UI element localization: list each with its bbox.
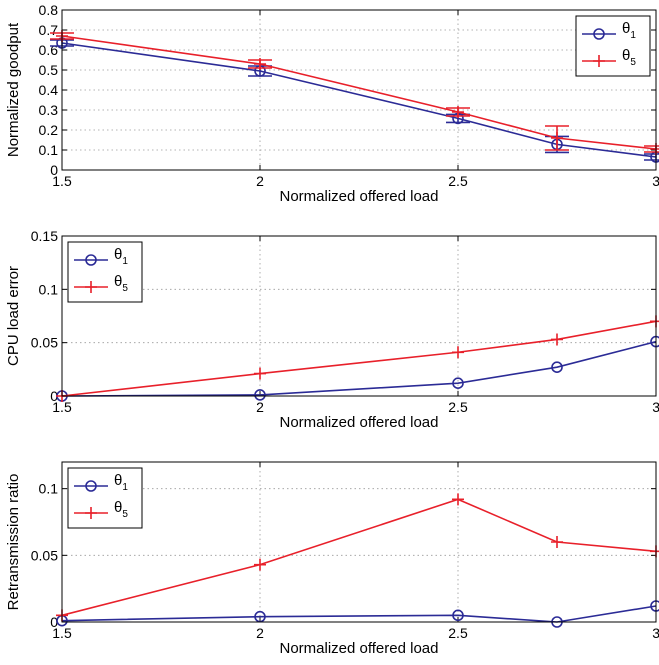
legend-box	[575, 15, 651, 77]
data-point	[254, 367, 266, 380]
legend-symbol: θ	[622, 47, 630, 64]
plot-area	[62, 236, 656, 396]
data-point	[254, 389, 266, 401]
y-tick-label: 0.6	[39, 42, 59, 58]
axes-frame	[61, 9, 657, 171]
x-tick-label: 2	[256, 399, 264, 415]
y-axis-label: CPU load error	[5, 266, 22, 366]
legend-subscript: 5	[630, 57, 636, 68]
legend-marker	[85, 281, 97, 293]
x-tick-label: 3	[652, 625, 659, 641]
chart-panel-2: 1.5 2 2.5 3 0 0.05 0.1 0.15 Normalized offered l…	[5, 228, 659, 431]
legend-subscript: 5	[122, 509, 128, 520]
legend-subscript: 1	[630, 30, 636, 41]
y-tick-label: 0.1	[39, 142, 59, 158]
legend-label-2: θ5	[622, 47, 636, 68]
legend-symbol: θ	[114, 246, 122, 263]
legend-box	[67, 467, 143, 529]
legend-marker	[85, 480, 97, 492]
data-point	[551, 361, 563, 374]
x-tick-label: 2	[256, 625, 264, 641]
plot-area	[62, 462, 656, 622]
data-point	[254, 58, 266, 70]
legend-label-2: θ5	[114, 273, 128, 294]
data-point	[452, 346, 464, 359]
series-line-1	[61, 605, 657, 623]
y-tick-label: 0.1	[39, 281, 59, 297]
x-tick-label: 3	[652, 399, 659, 415]
y-tick-label: 0.7	[39, 22, 59, 38]
y-tick-label: 0.05	[31, 335, 58, 351]
y-tick-label: 0.3	[39, 102, 59, 118]
chart-panel-3: 1.5 2 2.5 3 0 0.05 0.1 Normalized offered load R…	[5, 461, 659, 657]
data-point	[254, 558, 266, 571]
legend-box	[67, 241, 143, 303]
chart-panel-1: 1.5 2 2.5 3 0 0.1 0.2 0.3 0.4 0.5 0.6 0.7 0.8 Normali…	[5, 2, 659, 205]
series-line-1	[61, 340, 657, 397]
y-tick-label: 0	[50, 614, 58, 630]
y-tick-label: 0.1	[39, 481, 59, 497]
legend-subscript: 1	[122, 482, 128, 493]
y-axis-label: Normalized goodput	[5, 22, 22, 157]
y-tick-label: 0.05	[31, 547, 58, 563]
legend-marker	[593, 55, 605, 67]
x-tick-label: 2.5	[448, 173, 468, 189]
x-axis-label: Normalized offered load	[280, 640, 439, 657]
legend-label-1: θ1	[114, 246, 128, 267]
y-tick-label: 0.4	[39, 82, 59, 98]
y-tick-label: 0.5	[39, 62, 59, 78]
y-tick-label: 0.15	[31, 228, 58, 244]
legend-symbol: θ	[622, 20, 630, 37]
x-tick-label: 1.5	[52, 625, 72, 641]
legend-symbol: θ	[114, 273, 122, 290]
x-axis-label: Normalized offered load	[280, 414, 439, 431]
x-tick-label: 1.5	[52, 399, 72, 415]
data-point	[551, 536, 563, 548]
legend-marker	[85, 254, 97, 266]
y-axis-label: Retransmission ratio	[5, 474, 22, 611]
data-point	[452, 493, 464, 506]
x-tick-label: 2.5	[448, 399, 468, 415]
legend-label-1: θ1	[114, 472, 128, 493]
data-point	[551, 132, 563, 144]
legend-marker	[593, 28, 605, 40]
y-tick-label: 0	[50, 388, 58, 404]
legend-label-1: θ1	[622, 20, 636, 41]
axes-frame	[61, 235, 657, 397]
legend-symbol: θ	[114, 472, 122, 489]
legend-subscript: 5	[122, 283, 128, 294]
data-point	[452, 106, 464, 118]
axes-frame	[61, 461, 657, 623]
legend-marker	[85, 507, 97, 519]
data-point	[551, 333, 563, 346]
y-tick-label: 0.8	[39, 2, 59, 18]
x-tick-label: 2.5	[448, 625, 468, 641]
y-tick-label: 0.2	[39, 122, 59, 138]
legend-subscript: 1	[122, 256, 128, 267]
legend-label-2: θ5	[114, 499, 128, 520]
x-tick-label: 1.5	[52, 173, 72, 189]
y-tick-label: 0	[50, 162, 58, 178]
x-tick-label: 3	[652, 173, 659, 189]
data-point	[452, 609, 464, 622]
legend-symbol: θ	[114, 499, 122, 516]
x-axis-label: Normalized offered load	[280, 188, 439, 205]
x-tick-label: 2	[256, 173, 264, 189]
data-point	[452, 377, 464, 390]
